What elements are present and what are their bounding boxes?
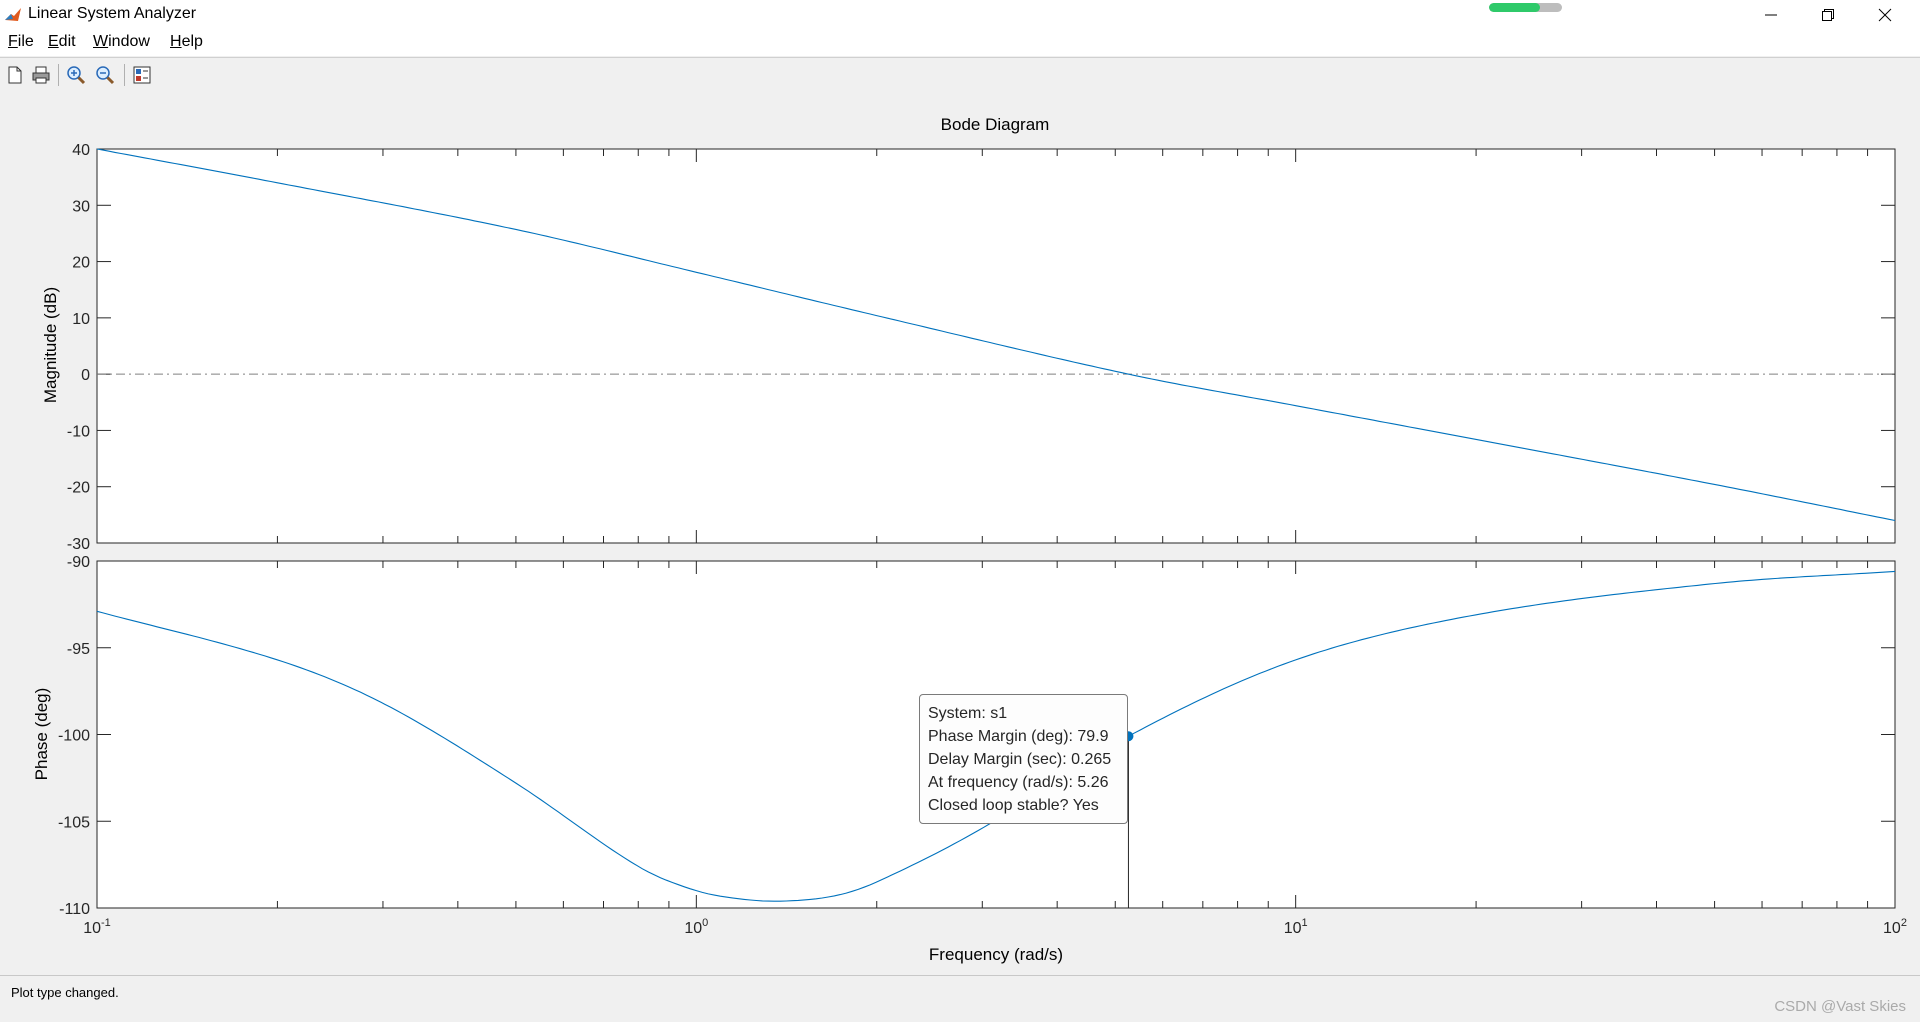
print-button[interactable] [30,64,52,86]
menu-edit[interactable]: Edit [48,33,76,50]
magnitude-tick-label: -20 [67,480,90,497]
progress-fill [1489,3,1541,12]
minimize-icon [1765,14,1777,16]
magnitude-tick-label: 30 [72,198,90,215]
matlab-app-icon [4,6,22,24]
zoom-out-button[interactable] [94,64,116,86]
datatip-line: Delay Margin (sec): 0.265 [928,751,1112,768]
frequency-tick-label: 100 [684,917,708,937]
magnitude-tick-label: 20 [72,255,90,272]
datatip-line: Closed loop stable? Yes [928,797,1099,814]
chart-title: Bode Diagram [941,115,1050,134]
minimize-button[interactable] [1743,0,1799,30]
magnitude-tick-label: -30 [67,536,90,553]
watermark: CSDN @Vast Skies [1774,998,1906,1015]
phase-tick-label: -100 [58,728,90,745]
magnitude-panel: 40 30 20 10 0 -10 -20 -30 [67,142,1896,553]
menu-bar: File Edit Window Help [0,30,1920,56]
restore-icon [1822,9,1834,21]
toolbar-separator [58,64,59,86]
progress-indicator [1489,3,1562,12]
magnitude-tick-label: 10 [72,311,90,328]
status-bar: Plot type changed. CSDN @Vast Skies [0,975,1920,1022]
frequency-tick-label: 10-1 [83,917,111,937]
phase-tick-label: -90 [67,554,90,571]
datatip-line: System: s1 [928,705,1008,722]
datatip[interactable]: System: s1 Phase Margin (deg): 79.9 Dela… [919,694,1128,824]
menu-help[interactable]: Help [170,33,203,50]
new-icon [8,66,22,84]
window-title: Linear System Analyzer [28,5,197,22]
phase-tick-label: -95 [67,641,90,658]
toolbar-separator [124,64,125,86]
print-icon [32,66,50,84]
magnitude-tick-label: 0 [81,367,90,384]
frequency-axis-label: Frequency (rad/s) [929,945,1063,964]
zoom-in-icon [67,66,86,85]
menu-file[interactable]: File [8,33,34,50]
magnitude-series-line [96,148,1896,522]
magnitude-tick-label: 40 [72,142,90,159]
zoom-in-button[interactable] [65,64,87,86]
new-button[interactable] [4,64,26,86]
magnitude-tick-label: -10 [67,423,90,440]
plot-area: Bode Diagram 40 30 20 10 0 -10 -20 -30 -90 -95 -1… [0,91,1920,973]
frequency-tick-label: 101 [1284,917,1308,937]
phase-tick-label: -105 [58,814,90,831]
datatip-line: Phase Margin (deg): 79.9 [928,728,1109,745]
magnitude-axes-box [96,148,1896,544]
frequency-tick-label: 102 [1883,917,1907,937]
title-bar: Linear System Analyzer [0,0,1920,30]
phase-axis-label: Phase (deg) [32,688,51,781]
menu-window[interactable]: Window [93,33,150,50]
plot-config-button[interactable] [131,64,153,86]
close-icon [1878,8,1892,22]
zoom-out-icon [96,66,115,85]
status-text: Plot type changed. [11,985,119,1000]
toolbar [0,57,1920,92]
close-button[interactable] [1857,0,1913,30]
datatip-line: At frequency (rad/s): 5.26 [928,774,1109,791]
phase-tick-label: -110 [59,901,90,918]
restore-button[interactable] [1800,0,1856,30]
magnitude-axis-label: Magnitude (dB) [41,287,60,403]
plot-config-icon [133,66,151,84]
